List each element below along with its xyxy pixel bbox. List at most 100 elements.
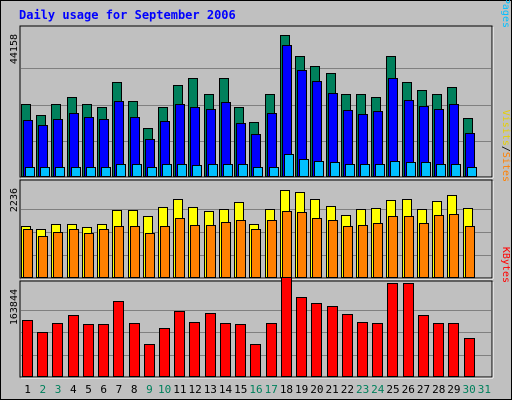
- bar-pages-day-15: [238, 164, 248, 177]
- bar-kbytes-day-19: [296, 297, 307, 377]
- bar-pages-day-17: [269, 167, 279, 177]
- bar-pages-day-19: [299, 159, 309, 177]
- day-label-20: 20: [310, 383, 323, 396]
- bar-kbytes-day-7: [113, 301, 124, 377]
- bar-kbytes-day-29: [448, 323, 459, 377]
- bar-pages-day-29: [451, 164, 461, 177]
- bar-sites-day-19: [297, 212, 307, 278]
- day-label-24: 24: [371, 383, 385, 396]
- legend-entry: Sites: [500, 152, 511, 182]
- bar-pages-day-30: [467, 167, 477, 177]
- bar-kbytes-day-2: [37, 332, 48, 377]
- day-label-27: 27: [417, 383, 430, 396]
- bar-pages-day-22: [345, 164, 355, 177]
- panel-sites-visits: 2236 Visits/Sites: [9, 110, 511, 280]
- bar-kbytes-day-25: [387, 283, 398, 377]
- bar-sites-day-26: [404, 216, 414, 278]
- day-label-28: 28: [432, 383, 445, 396]
- bar-pages-day-12: [192, 165, 202, 177]
- day-label-5: 5: [85, 383, 92, 396]
- bar-sites-day-7: [114, 226, 124, 278]
- bar-sites-day-28: [434, 215, 444, 278]
- bar-kbytes-day-26: [403, 283, 414, 377]
- bar-kbytes-day-15: [235, 324, 246, 377]
- bar-pages-day-7: [116, 164, 126, 177]
- day-label-8: 8: [131, 383, 138, 396]
- bar-kbytes-day-27: [418, 315, 429, 377]
- day-label-17: 17: [265, 383, 278, 396]
- panel-max-label: 163844: [9, 289, 20, 325]
- legend-entry: Visits: [500, 110, 511, 146]
- bar-kbytes-day-16: [250, 344, 261, 377]
- bar-kbytes-day-13: [205, 313, 216, 377]
- day-label-12: 12: [188, 383, 201, 396]
- bar-kbytes-day-4: [68, 315, 79, 377]
- legend-entry: Pages: [500, 0, 511, 28]
- day-label-15: 15: [234, 383, 247, 396]
- day-label-4: 4: [70, 383, 77, 396]
- day-label-23: 23: [356, 383, 369, 396]
- bar-sites-day-16: [251, 229, 261, 278]
- bar-sites-day-6: [99, 229, 109, 278]
- panel-max-label: 44158: [9, 34, 20, 64]
- bar-sites-day-24: [373, 223, 383, 278]
- panel-kbytes: 163844 KBytes: [9, 247, 511, 379]
- bar-pages-day-23: [360, 164, 370, 177]
- day-label-1: 1: [24, 383, 31, 396]
- bar-sites-day-20: [312, 218, 322, 278]
- bar-kbytes-day-1: [22, 320, 33, 377]
- chart-panels: 44158 Hits/Files/Pages 2236 Visits/Sites 163…: [9, 0, 511, 379]
- bar-kbytes-day-12: [189, 322, 200, 377]
- bar-sites-day-8: [130, 226, 140, 278]
- bar-pages-day-2: [40, 167, 50, 177]
- bar-pages-day-28: [436, 164, 446, 177]
- bar-kbytes-day-20: [311, 303, 322, 377]
- chart-title: Daily usage for September 2006: [19, 8, 236, 22]
- bar-sites-day-1: [23, 229, 33, 278]
- bar-pages-day-24: [375, 164, 385, 177]
- day-label-7: 7: [116, 383, 123, 396]
- day-label-6: 6: [100, 383, 107, 396]
- bar-kbytes-day-9: [144, 344, 155, 377]
- bar-sites-day-12: [190, 225, 200, 278]
- legend-entry: KBytes: [500, 247, 511, 283]
- day-labels: 1 2 3 4 5 6 7 8 9 10 11 12 13 14 15 16 17 18 19 20 21 22 23 24 2…: [24, 383, 491, 396]
- day-label-9: 9: [146, 383, 153, 396]
- day-label-10: 10: [158, 383, 171, 396]
- bar-pages-day-25: [390, 161, 400, 177]
- bar-pages-day-13: [208, 164, 218, 177]
- day-label-18: 18: [280, 383, 293, 396]
- bar-kbytes-day-10: [159, 328, 170, 377]
- day-label-26: 26: [402, 383, 415, 396]
- panel-max-label: 2236: [9, 188, 20, 212]
- bar-pages-day-5: [86, 167, 96, 177]
- day-label-11: 11: [173, 383, 186, 396]
- bar-kbytes-day-22: [342, 314, 353, 377]
- bar-sites-day-11: [175, 218, 185, 278]
- day-label-25: 25: [386, 383, 399, 396]
- bar-sites-day-30: [465, 226, 475, 278]
- bar-pages-day-21: [330, 162, 340, 177]
- bar-kbytes-day-14: [220, 323, 231, 377]
- bar-sites-day-3: [53, 232, 63, 278]
- day-label-3: 3: [55, 383, 62, 396]
- bar-pages-day-8: [132, 164, 142, 177]
- bar-kbytes-day-28: [433, 323, 444, 377]
- bar-sites-day-29: [449, 214, 459, 278]
- bar-sites-day-21: [328, 220, 338, 278]
- bar-pages-day-4: [71, 167, 81, 177]
- bar-sites-day-23: [358, 225, 368, 278]
- bar-kbytes-day-11: [174, 311, 185, 377]
- bar-pages-day-3: [55, 167, 65, 177]
- panel-legend: Hits/Files/Pages: [500, 0, 511, 28]
- bar-sites-day-27: [419, 223, 429, 278]
- panel-legend: KBytes: [500, 247, 511, 283]
- day-label-2: 2: [40, 383, 47, 396]
- bar-pages-day-27: [421, 162, 431, 177]
- panel-pages-files-hits: 44158 Hits/Files/Pages: [9, 0, 511, 179]
- bar-sites-day-10: [160, 226, 170, 278]
- bar-kbytes-day-30: [464, 338, 475, 377]
- bar-pages-day-11: [177, 164, 187, 177]
- bar-kbytes-day-5: [83, 324, 94, 377]
- bar-sites-day-14: [221, 222, 231, 278]
